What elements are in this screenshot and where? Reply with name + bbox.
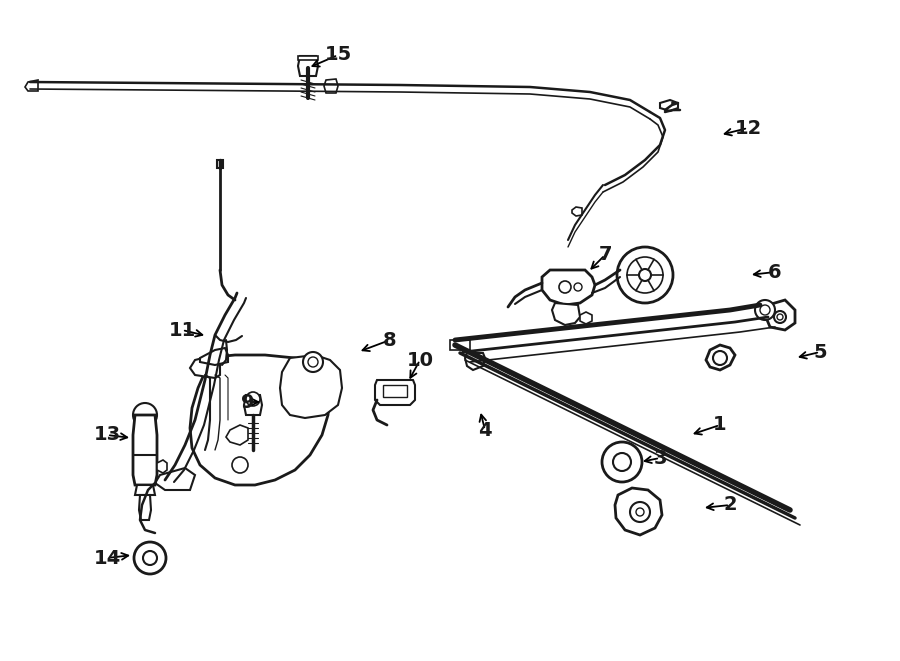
Circle shape	[133, 403, 157, 427]
Polygon shape	[280, 355, 342, 418]
Polygon shape	[765, 300, 795, 330]
Polygon shape	[190, 355, 220, 378]
Polygon shape	[383, 385, 407, 397]
Polygon shape	[135, 485, 155, 495]
Circle shape	[602, 442, 642, 482]
Polygon shape	[706, 345, 735, 370]
Polygon shape	[572, 207, 582, 216]
Circle shape	[627, 257, 663, 293]
Polygon shape	[155, 468, 195, 490]
Circle shape	[246, 392, 260, 406]
Polygon shape	[200, 348, 228, 365]
Text: 1: 1	[713, 416, 727, 434]
Circle shape	[574, 283, 582, 291]
Polygon shape	[298, 56, 318, 76]
Text: 3: 3	[653, 449, 667, 467]
Polygon shape	[542, 270, 595, 305]
Text: 7: 7	[598, 245, 612, 264]
Circle shape	[303, 352, 323, 372]
Circle shape	[630, 502, 650, 522]
Text: 11: 11	[168, 321, 195, 340]
Circle shape	[232, 457, 248, 473]
Circle shape	[713, 351, 727, 365]
Polygon shape	[580, 312, 592, 324]
Polygon shape	[465, 353, 485, 370]
Circle shape	[760, 305, 770, 315]
Text: 6: 6	[769, 262, 782, 282]
Circle shape	[774, 311, 786, 323]
Polygon shape	[298, 56, 318, 60]
Circle shape	[134, 542, 166, 574]
Text: 15: 15	[324, 46, 352, 65]
Text: 8: 8	[383, 330, 397, 350]
Polygon shape	[450, 340, 470, 350]
Circle shape	[639, 269, 651, 281]
Circle shape	[777, 314, 783, 320]
Polygon shape	[25, 80, 38, 91]
Circle shape	[636, 508, 644, 516]
Text: 10: 10	[407, 350, 434, 369]
Polygon shape	[615, 488, 662, 535]
Circle shape	[559, 281, 571, 293]
Text: 14: 14	[94, 549, 121, 568]
Text: 4: 4	[478, 420, 491, 440]
Text: 12: 12	[734, 118, 761, 137]
Polygon shape	[217, 160, 223, 168]
Polygon shape	[244, 395, 262, 415]
Circle shape	[755, 300, 775, 320]
Circle shape	[613, 453, 631, 471]
Polygon shape	[190, 355, 330, 485]
Text: 5: 5	[814, 342, 827, 362]
Circle shape	[308, 357, 318, 367]
Polygon shape	[324, 79, 338, 93]
Polygon shape	[157, 460, 167, 473]
Polygon shape	[375, 380, 415, 405]
Circle shape	[143, 551, 157, 565]
Polygon shape	[552, 303, 580, 325]
Text: 9: 9	[241, 393, 255, 412]
Polygon shape	[226, 425, 248, 445]
Polygon shape	[133, 415, 157, 485]
Text: 2: 2	[724, 496, 737, 514]
Polygon shape	[660, 100, 678, 111]
Polygon shape	[139, 495, 151, 520]
Text: 13: 13	[94, 426, 121, 444]
Circle shape	[617, 247, 673, 303]
